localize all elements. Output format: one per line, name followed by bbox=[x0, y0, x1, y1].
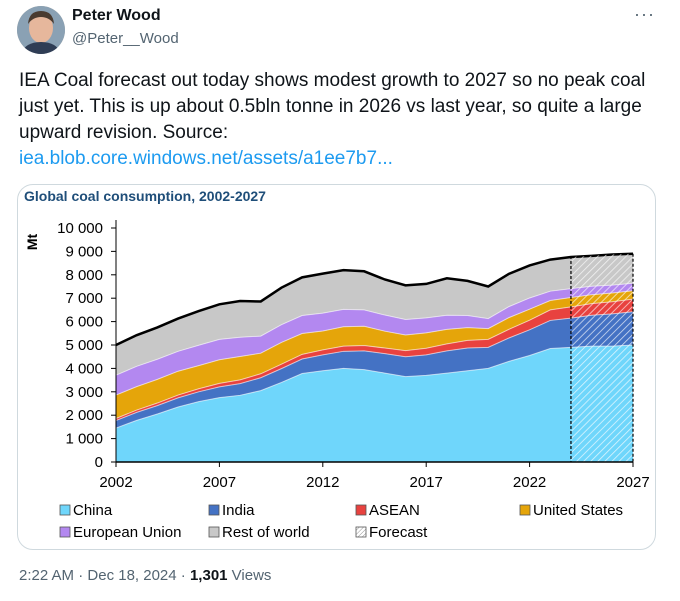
y-tick-label: 1 000 bbox=[65, 431, 103, 448]
legend-label: United States bbox=[533, 502, 623, 519]
x-tick-label: 2012 bbox=[306, 474, 339, 491]
tweet-time[interactable]: 2:22 AM bbox=[19, 567, 75, 584]
x-tick-label: 2007 bbox=[203, 474, 236, 491]
band-edge bbox=[115, 282, 634, 376]
area-european-union bbox=[116, 283, 633, 396]
legend-label: India bbox=[222, 502, 255, 519]
band-edge bbox=[115, 344, 634, 429]
tweet-date[interactable]: Dec 18, 2024 bbox=[87, 567, 177, 584]
x-tick-label: 2027 bbox=[616, 474, 649, 491]
band-edge bbox=[115, 298, 634, 419]
area-united-states bbox=[116, 290, 633, 419]
views-count: 1,301 bbox=[189, 567, 228, 584]
y-tick-label: 4 000 bbox=[65, 360, 103, 377]
total-line bbox=[115, 252, 634, 347]
legend-swatch bbox=[208, 504, 220, 516]
x-tick-label: 2002 bbox=[99, 474, 132, 491]
avatar[interactable] bbox=[17, 6, 65, 54]
chart-image-card[interactable]: Global coal consumption, 2002-2027 Mt 0 1 0… bbox=[17, 184, 656, 550]
author-handle[interactable]: @Peter__Wood bbox=[72, 30, 179, 47]
y-tick-label: 7 000 bbox=[65, 290, 103, 307]
area-rest-of-world bbox=[116, 253, 633, 376]
legend-swatch bbox=[208, 526, 220, 538]
source-link[interactable]: iea.blob.core.windows.net/assets/a1ee7b7… bbox=[19, 148, 393, 169]
chart-title: Global coal consumption, 2002-2027 bbox=[24, 188, 266, 204]
x-tick-label: 2017 bbox=[410, 474, 443, 491]
more-options-icon[interactable]: ··· bbox=[634, 4, 655, 24]
tweet-meta: 2:22 AM · Dec 18, 2024 · 1,301 Views bbox=[19, 567, 271, 584]
y-tick-label: 0 bbox=[95, 454, 103, 471]
band-edge bbox=[115, 290, 634, 396]
area-china bbox=[116, 345, 633, 462]
y-tick-label: 3 000 bbox=[65, 384, 103, 401]
coal-chart: Global coal consumption, 2002-2027 Mt 0 1 0… bbox=[24, 188, 650, 541]
legend-label: Rest of world bbox=[222, 524, 310, 541]
x-tick-label: 2022 bbox=[513, 474, 546, 491]
y-tick-label: 10 000 bbox=[57, 220, 103, 237]
y-tick-label: 8 000 bbox=[65, 267, 103, 284]
y-tick-label: 2 000 bbox=[65, 407, 103, 424]
band-edge bbox=[115, 311, 634, 422]
tweet-body: IEA Coal forecast out today shows modest… bbox=[19, 68, 659, 172]
legend-swatch bbox=[355, 526, 367, 538]
legend-swatch bbox=[59, 526, 71, 538]
legend-swatch bbox=[519, 504, 531, 516]
avatar-photo bbox=[17, 6, 65, 54]
legend-label: China bbox=[73, 502, 113, 519]
separator-dot: · bbox=[176, 567, 190, 584]
y-axis-label: Mt bbox=[24, 234, 40, 251]
legend-label: European Union bbox=[73, 524, 181, 541]
tweet-text: IEA Coal forecast out today shows modest… bbox=[19, 70, 646, 143]
legend-swatch bbox=[59, 504, 71, 516]
views-label: Views bbox=[227, 567, 272, 584]
y-tick-label: 5 000 bbox=[65, 337, 103, 354]
legend-swatch bbox=[355, 504, 367, 516]
separator-dot: · bbox=[74, 567, 88, 584]
forecast-hatch bbox=[570, 253, 633, 462]
y-tick-label: 6 000 bbox=[65, 314, 103, 331]
author-name[interactable]: Peter Wood bbox=[72, 7, 161, 24]
legend-label: ASEAN bbox=[369, 502, 420, 519]
legend-label: Forecast bbox=[369, 524, 428, 541]
y-tick-label: 9 000 bbox=[65, 243, 103, 260]
